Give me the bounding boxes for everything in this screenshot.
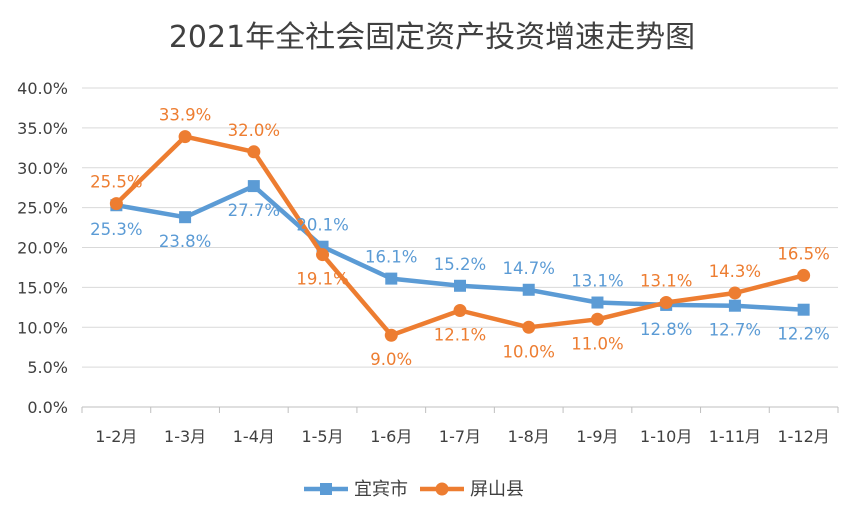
y-tick-label: 30.0% (17, 159, 68, 178)
x-tick-label: 1-3月 (164, 427, 206, 446)
y-tick-label: 20.0% (17, 239, 68, 258)
data-point-marker (659, 296, 673, 310)
x-tick-label: 1-6月 (370, 427, 412, 446)
data-point-marker (316, 248, 330, 262)
x-tick-label: 1-12月 (777, 427, 829, 446)
y-tick-label: 40.0% (17, 79, 68, 98)
data-label: 27.7% (228, 201, 280, 220)
x-tick-label: 1-7月 (439, 427, 481, 446)
data-labels: 25.3% 23.8% 27.7% 20.1% 16.1% 15.2% 14.7% 13.1%… (90, 106, 830, 370)
data-point-marker (797, 268, 811, 282)
data-label: 23.8% (159, 232, 211, 251)
y-tick-label: 25.0% (17, 199, 68, 218)
x-tick-label: 1-10月 (640, 427, 692, 446)
y-tick-label: 35.0% (17, 119, 68, 138)
x-tick-label: 1-11月 (709, 427, 761, 446)
series-group (109, 130, 811, 342)
data-point-marker (728, 286, 742, 300)
data-label: 14.3% (709, 262, 761, 281)
x-tick-label: 1-9月 (576, 427, 618, 446)
legend: 宜宾市 屏山县 (304, 479, 524, 500)
legend-label: 宜宾市 (354, 479, 408, 500)
data-point-marker (384, 328, 398, 342)
data-label: 14.7% (503, 259, 555, 278)
legend-label: 屏山县 (470, 479, 524, 500)
data-point-marker (179, 211, 192, 224)
data-label: 16.5% (777, 244, 829, 263)
data-label: 10.0% (503, 342, 555, 361)
data-label: 25.5% (90, 173, 142, 192)
data-point-marker (590, 312, 604, 326)
data-point-marker (454, 279, 466, 292)
data-label: 25.3% (90, 220, 142, 239)
data-label: 32.0% (228, 121, 280, 140)
data-label: 19.1% (296, 270, 348, 289)
y-tick-label: 5.0% (27, 358, 68, 377)
data-point-marker (728, 299, 741, 312)
data-label: 12.1% (434, 326, 486, 345)
x-tick-label: 1-5月 (301, 427, 343, 446)
data-label: 15.2% (434, 255, 486, 274)
chart-title: 2021年全社会固定资产投资增速走势图 (169, 20, 695, 55)
data-point-marker (797, 303, 810, 316)
data-label: 16.1% (365, 248, 417, 267)
data-label: 12.7% (709, 321, 761, 340)
data-label: 12.2% (777, 325, 829, 344)
axes: 0.0% 5.0% 10.0% 15.0% 20.0% 25.0% 30.0% 35.0% 40… (17, 79, 839, 446)
data-label: 33.9% (159, 106, 211, 125)
data-label: 20.1% (296, 216, 348, 235)
data-point-marker (522, 283, 535, 296)
data-label: 9.0% (370, 350, 412, 369)
x-tick-label: 1-2月 (95, 427, 137, 446)
legend-marker (435, 482, 449, 496)
x-tick-label: 1-8月 (508, 427, 550, 446)
data-point-marker (247, 145, 261, 159)
data-point-marker (247, 180, 260, 193)
data-label: 13.1% (571, 272, 623, 291)
data-point-marker (522, 320, 536, 334)
y-tick-label: 10.0% (17, 318, 68, 337)
data-point-marker (453, 304, 467, 318)
y-tick-label: 15.0% (17, 278, 68, 297)
x-tick-label: 1-4月 (233, 427, 275, 446)
legend-marker (320, 483, 332, 495)
data-point-marker (178, 130, 192, 144)
data-point-marker (385, 272, 398, 285)
data-label: 11.0% (571, 334, 623, 353)
data-label: 13.1% (640, 272, 692, 291)
data-label: 12.8% (640, 320, 692, 339)
data-point-marker (591, 296, 604, 309)
y-tick-label: 0.0% (27, 398, 68, 417)
data-point-marker (109, 197, 123, 211)
